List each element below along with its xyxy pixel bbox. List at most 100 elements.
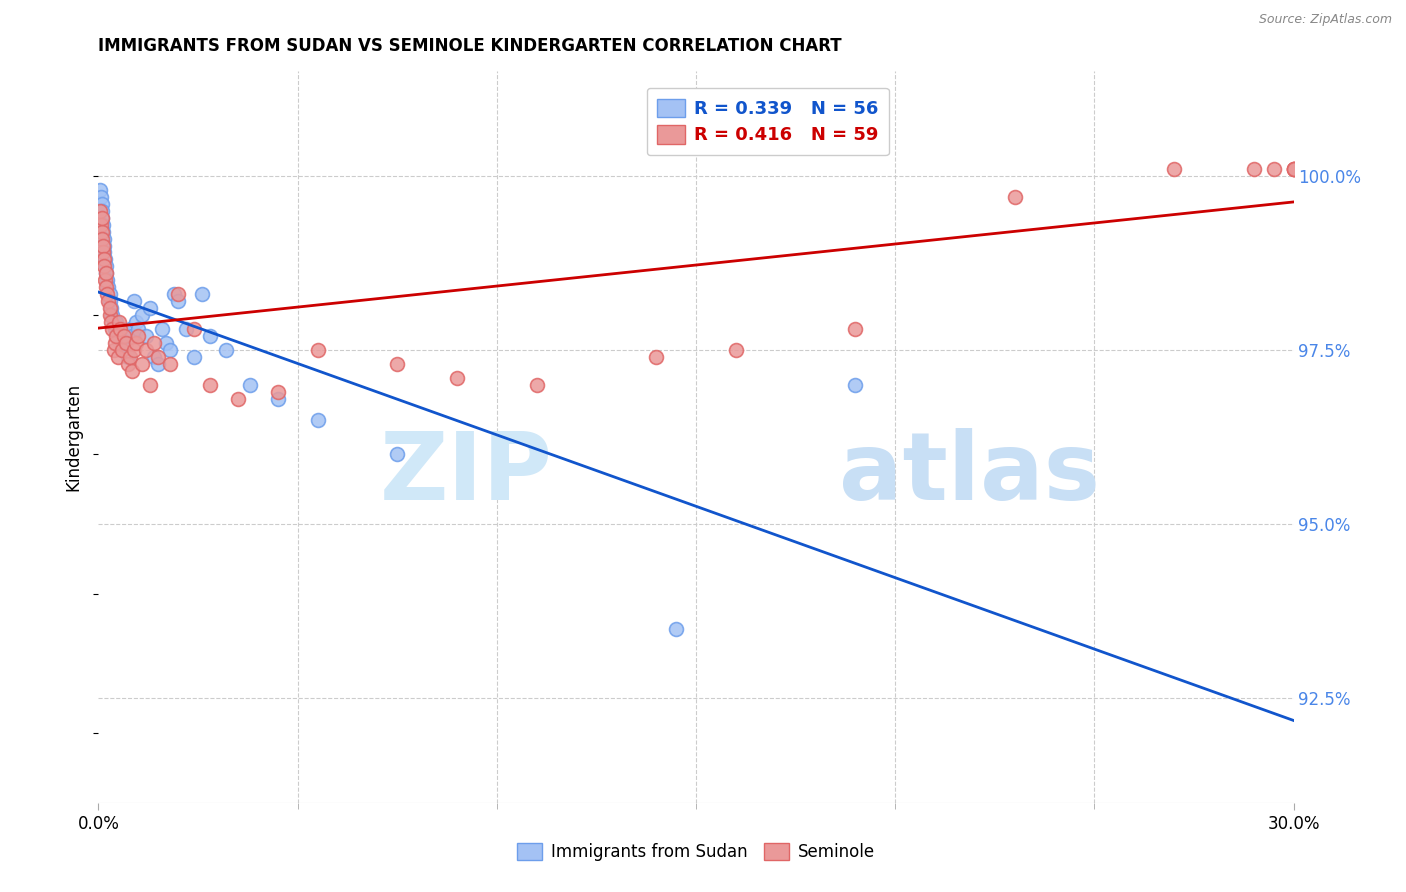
Point <box>111 343 134 357</box>
Point <box>148 350 170 364</box>
Point <box>94 266 117 280</box>
Point <box>110 336 132 351</box>
Point <box>117 350 139 364</box>
Point <box>100 301 122 316</box>
Y-axis label: Kindergarten: Kindergarten <box>65 383 83 491</box>
Point <box>96 266 118 280</box>
Point <box>96 273 118 287</box>
Point <box>98 294 122 309</box>
Point <box>139 377 162 392</box>
Point <box>125 336 148 351</box>
Point <box>107 350 129 364</box>
Point <box>1004 190 1026 204</box>
Point <box>94 260 117 274</box>
Point <box>159 357 181 371</box>
Point <box>127 322 149 336</box>
Point <box>385 448 409 462</box>
Point <box>94 273 117 287</box>
Point <box>198 329 221 343</box>
Point <box>1282 161 1305 176</box>
Point <box>110 322 132 336</box>
Point <box>98 308 121 322</box>
Point <box>125 315 148 329</box>
Point <box>107 322 129 336</box>
Point <box>108 315 131 329</box>
Text: atlas: atlas <box>839 427 1101 520</box>
Point <box>131 357 153 371</box>
Point <box>1282 161 1305 176</box>
Text: IMMIGRANTS FROM SUDAN VS SEMINOLE KINDERGARTEN CORRELATION CHART: IMMIGRANTS FROM SUDAN VS SEMINOLE KINDER… <box>98 37 842 54</box>
Point <box>112 336 135 351</box>
Point <box>105 315 128 329</box>
Point <box>112 329 135 343</box>
Text: ZIP: ZIP <box>380 427 553 520</box>
Point <box>724 343 747 357</box>
Point <box>96 287 118 301</box>
Point <box>93 252 115 267</box>
Point <box>91 231 114 245</box>
Point <box>215 343 238 357</box>
Point <box>120 322 142 336</box>
Point <box>124 343 146 357</box>
Point <box>115 336 138 351</box>
Point <box>191 287 214 301</box>
Point <box>267 392 290 406</box>
Point <box>1243 161 1265 176</box>
Point <box>844 322 866 336</box>
Point <box>143 350 166 364</box>
Point <box>89 183 111 197</box>
Point <box>91 218 114 232</box>
Point <box>239 377 262 392</box>
Point <box>90 196 112 211</box>
Point <box>111 343 134 357</box>
Point <box>93 231 115 245</box>
Point <box>124 294 146 309</box>
Point <box>98 301 122 316</box>
Point <box>155 336 177 351</box>
Point <box>90 225 112 239</box>
Legend: Immigrants from Sudan, Seminole: Immigrants from Sudan, Seminole <box>510 836 882 868</box>
Point <box>105 329 128 343</box>
Point <box>108 329 131 343</box>
Point <box>91 245 114 260</box>
Point <box>446 371 468 385</box>
Point <box>174 322 197 336</box>
Point <box>148 357 170 371</box>
Point <box>183 350 205 364</box>
Point <box>91 203 114 218</box>
Point <box>91 211 114 225</box>
Point <box>94 252 117 267</box>
Point <box>98 287 121 301</box>
Point <box>1282 161 1305 176</box>
Point <box>159 343 181 357</box>
Point <box>127 329 149 343</box>
Point <box>183 322 205 336</box>
Point <box>91 238 114 252</box>
Point <box>117 357 139 371</box>
Point <box>101 308 124 322</box>
Point <box>89 203 111 218</box>
Point <box>96 280 118 294</box>
Point <box>163 287 186 301</box>
Point <box>665 622 688 636</box>
Point <box>131 308 153 322</box>
Point <box>226 392 249 406</box>
Point <box>97 280 120 294</box>
Point <box>198 377 221 392</box>
Point <box>93 245 115 260</box>
Point <box>167 287 190 301</box>
Point <box>143 336 166 351</box>
Point <box>120 350 142 364</box>
Point <box>93 260 115 274</box>
Point <box>103 343 125 357</box>
Point <box>103 315 125 329</box>
Point <box>150 322 173 336</box>
Point <box>167 294 190 309</box>
Point <box>90 218 112 232</box>
Point <box>104 322 127 336</box>
Point <box>844 377 866 392</box>
Point <box>1263 161 1285 176</box>
Point <box>385 357 409 371</box>
Point <box>100 315 122 329</box>
Text: Source: ZipAtlas.com: Source: ZipAtlas.com <box>1258 13 1392 27</box>
